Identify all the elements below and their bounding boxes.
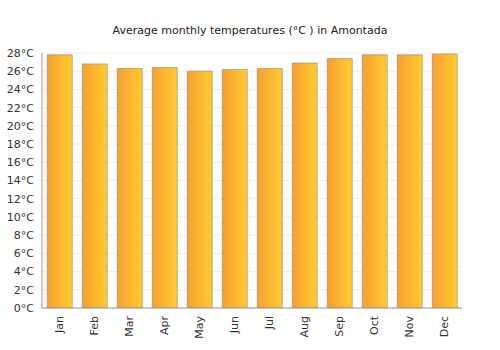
svg-text:May: May <box>193 316 206 339</box>
svg-text:28°C: 28°C <box>8 47 34 60</box>
svg-text:22°C: 22°C <box>8 102 34 115</box>
svg-text:26°C: 26°C <box>8 65 34 78</box>
svg-text:Apr: Apr <box>158 316 171 336</box>
svg-text:2°C: 2°C <box>14 284 34 297</box>
svg-text:6°C: 6°C <box>14 247 34 260</box>
svg-text:16°C: 16°C <box>8 156 34 169</box>
svg-text:0°C: 0°C <box>14 302 34 315</box>
svg-text:Jul: Jul <box>263 316 276 330</box>
svg-text:10°C: 10°C <box>8 211 34 224</box>
svg-text:4°C: 4°C <box>14 265 34 278</box>
html-text:Average monthly temperatures (: Average monthly temperatures (°C ) in Am… <box>112 24 388 37</box>
svg-text:14°C: 14°C <box>8 174 34 187</box>
svg-text:Oct: Oct <box>368 315 381 335</box>
svg-text:Jun: Jun <box>228 316 241 334</box>
svg-text:Aug: Aug <box>298 316 311 337</box>
svg-text:8°C: 8°C <box>14 229 34 242</box>
svg-text:24°C: 24°C <box>8 83 34 96</box>
svg-text:Jan: Jan <box>53 316 66 334</box>
svg-text:Sep: Sep <box>333 316 346 337</box>
svg-text:Dec: Dec <box>438 316 451 337</box>
svg-text:Feb: Feb <box>88 316 101 335</box>
svg-text:18°C: 18°C <box>8 138 34 151</box>
svg-text:12°C: 12°C <box>8 193 34 206</box>
svg-text:Mar: Mar <box>123 316 136 337</box>
svg-text:20°C: 20°C <box>8 120 34 133</box>
svg-text:Nov: Nov <box>403 316 416 338</box>
